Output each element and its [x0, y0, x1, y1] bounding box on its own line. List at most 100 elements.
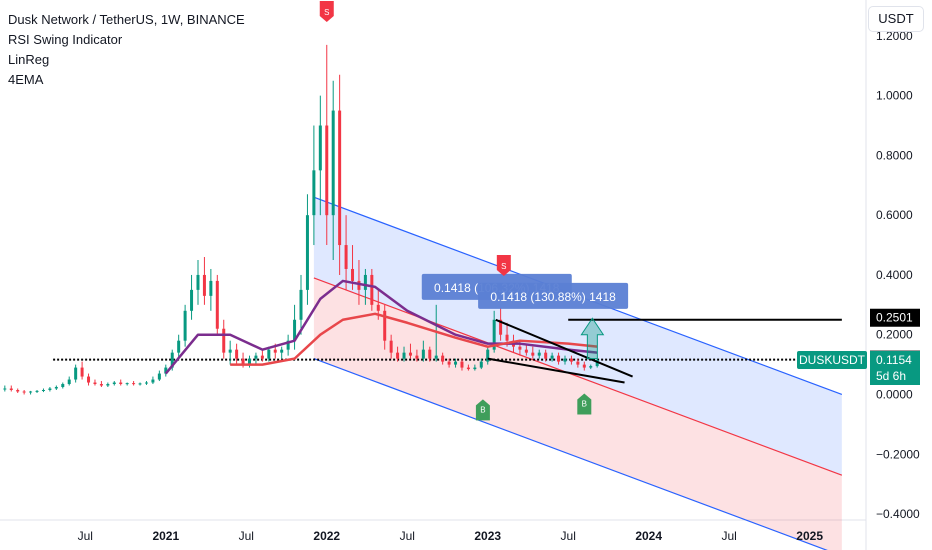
candle-body-5 [35, 390, 39, 392]
candle-body-6 [41, 390, 45, 391]
candle-body-2 [16, 390, 20, 392]
candle-body-67 [434, 355, 438, 359]
candle-body-86 [557, 355, 561, 362]
candle-body-91 [589, 366, 593, 368]
candle-body-73 [473, 367, 477, 370]
measure-label-1: 0.1418 (130.88%) 1418 [490, 290, 616, 304]
signal-marker-1 [496, 254, 511, 276]
candle-body-76 [492, 319, 496, 350]
candle-body-0 [3, 388, 7, 390]
y-tick-label-0: 1.2000 [876, 29, 913, 43]
measure-box-1 [478, 282, 629, 309]
candle-body-8 [54, 387, 58, 389]
candle-body-15 [99, 384, 103, 386]
candle-body-28 [183, 310, 187, 341]
candle-body-61 [396, 352, 400, 359]
price-tag-box-0 [870, 308, 920, 327]
signal-label-1: S [501, 262, 506, 271]
currency-button[interactable]: USDT [868, 6, 924, 32]
candle-body-48 [312, 170, 316, 216]
candle-body-51 [331, 110, 335, 216]
channel-upper-fill [313, 197, 842, 476]
candle-body-7 [48, 388, 52, 390]
countdown-label: 5d 6h [876, 369, 906, 383]
candle-body-63 [408, 352, 412, 356]
candle-body-32 [209, 280, 213, 296]
candle-body-85 [550, 355, 554, 359]
candle-body-62 [402, 352, 406, 359]
candle-body-17 [112, 382, 116, 385]
candle-body-69 [447, 361, 451, 365]
y-tick-label-6: 0.0000 [876, 387, 913, 401]
candle-body-50 [325, 125, 329, 216]
candle-body-70 [454, 361, 458, 365]
indicator-label-2: 4EMA [8, 72, 44, 87]
candle-body-59 [383, 310, 387, 341]
candle-body-12 [80, 367, 84, 377]
candle-body-42 [273, 349, 277, 353]
candle-body-30 [196, 274, 200, 290]
candle-body-82 [531, 352, 535, 356]
signal-label-2: B [480, 405, 485, 414]
y-tick-label-5: 0.2000 [876, 328, 913, 342]
signal-marker-3 [577, 393, 592, 415]
candle-body-16 [106, 384, 110, 386]
candle-body-18 [119, 382, 123, 385]
candle-body-81 [524, 349, 528, 353]
candle-body-60 [389, 340, 393, 353]
candle-body-34 [222, 328, 226, 353]
candle-body-55 [357, 280, 361, 290]
candle-body-22 [144, 382, 148, 384]
candle-body-14 [93, 382, 97, 385]
candle-body-57 [370, 274, 374, 305]
chart-legend: Dusk Network / TetherUS, 1W, BINANCE RSI… [8, 10, 245, 90]
chart-title: Dusk Network / TetherUS, 1W, BINANCE [8, 12, 245, 27]
candle-body-45 [293, 319, 297, 341]
candle-body-24 [157, 373, 161, 380]
candle-body-72 [466, 367, 470, 370]
candle-body-80 [518, 346, 522, 350]
candle-body-19 [125, 383, 129, 385]
y-tick-label-7: −0.2000 [876, 447, 920, 461]
candle-body-89 [576, 361, 580, 365]
signal-label-0: S [324, 8, 329, 17]
ema-line-1 [230, 312, 598, 366]
candle-body-74 [479, 361, 483, 368]
candle-body-35 [228, 349, 232, 353]
signal-marker-0 [319, 0, 334, 22]
candle-body-47 [305, 215, 309, 290]
candle-body-77 [499, 319, 503, 335]
candle-body-88 [569, 358, 573, 362]
candle-body-40 [260, 355, 264, 359]
x-tick-label-5: 2023 [474, 529, 501, 543]
x-tick-label-6: Jul [561, 529, 576, 543]
candle-body-4 [29, 391, 33, 393]
candle-body-68 [441, 355, 445, 362]
candle-body-90 [582, 364, 586, 368]
x-tick-label-0: Jul [78, 529, 93, 543]
candle-body-75 [486, 349, 490, 362]
candle-body-84 [544, 352, 548, 359]
x-tick-label-8: Jul [722, 529, 737, 543]
candle-body-58 [376, 304, 380, 311]
candle-body-43 [280, 349, 284, 353]
channel-lower-line [313, 358, 828, 550]
signal-marker-2 [475, 399, 490, 421]
candle-body-65 [421, 349, 425, 359]
measure-arrow [580, 317, 605, 360]
candle-body-9 [61, 384, 65, 388]
channel-mid-line [313, 277, 843, 476]
y-tick-label-1: 1.0000 [876, 89, 913, 103]
indicator-label-1: LinReg [8, 52, 50, 67]
candle-body-56 [363, 274, 367, 290]
candle-body-39 [254, 355, 258, 359]
candle-body-26 [170, 352, 174, 368]
x-tick-label-7: 2024 [635, 529, 662, 543]
candle-body-44 [286, 340, 290, 350]
x-tick-label-1: 2021 [152, 529, 179, 543]
candle-body-36 [235, 349, 239, 359]
x-tick-label-2: Jul [239, 529, 254, 543]
candle-body-31 [202, 274, 206, 296]
candle-body-37 [241, 358, 245, 365]
